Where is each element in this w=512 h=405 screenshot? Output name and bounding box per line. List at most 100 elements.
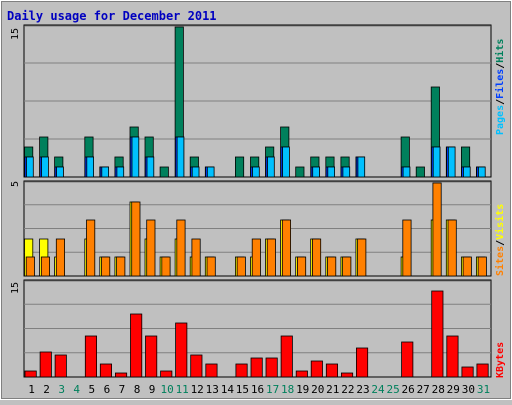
bar-sites-day-28 (432, 182, 442, 277)
day-label-3: 3 (58, 383, 65, 396)
bar-kbytes-day-2 (39, 351, 52, 378)
bar-hits-day-27 (415, 166, 425, 178)
bar-sites-day-16 (251, 238, 261, 277)
bar-kbytes-day-18 (280, 335, 293, 378)
bar-pages-day-31 (477, 166, 486, 178)
bar-sites-day-29 (447, 219, 457, 277)
day-label-22: 22 (341, 383, 354, 396)
day-label-23: 23 (356, 383, 369, 396)
bar-pages-day-6 (101, 166, 110, 178)
bar-sites-day-26 (402, 219, 412, 277)
bar-pages-day-11 (176, 136, 185, 178)
bar-kbytes-day-23 (355, 347, 369, 378)
bar-kbytes-day-30 (461, 366, 474, 378)
day-label-27: 27 (417, 383, 430, 396)
day-label-17: 17 (266, 383, 279, 396)
bar-sites-day-23 (357, 238, 367, 277)
bar-kbytes-day-9 (145, 335, 158, 378)
bar-kbytes-day-15 (235, 363, 248, 378)
bar-kbytes-day-13 (205, 363, 218, 378)
bar-kbytes-day-11 (175, 322, 188, 378)
day-label-18: 18 (281, 383, 294, 396)
bar-kbytes-day-6 (99, 363, 113, 378)
day-label-21: 21 (326, 383, 339, 396)
day-label-10: 10 (160, 383, 173, 396)
bar-kbytes-day-16 (250, 357, 263, 378)
bar-pages-day-7 (116, 166, 125, 178)
bar-kbytes-day-7 (115, 372, 128, 378)
svg-text:KBytes: KBytes (495, 342, 506, 378)
day-label-25: 25 (386, 383, 399, 396)
day-label-1: 1 (28, 383, 35, 396)
middle-ymax-label: 5 (10, 181, 21, 187)
bar-hits-day-10 (159, 166, 169, 178)
day-labels: 1 2 3 4 5 6 7 8 9 10 11 12 13 14 15 16 17 18 19 20 21 22 23 24 2… (28, 383, 490, 396)
kbytes-panel (23, 279, 492, 378)
day-label-12: 12 (191, 383, 204, 396)
bar-sites-day-9 (146, 219, 156, 277)
legend-visits: Visits (494, 204, 506, 240)
bar-pages-day-18 (282, 146, 290, 178)
day-label-30: 30 (462, 383, 475, 396)
bar-kbytes-day-21 (325, 363, 338, 378)
bar-kbytes-day-29 (446, 335, 459, 378)
day-label-7: 7 (119, 383, 126, 396)
legend-sep-1: / (495, 99, 506, 105)
bar-pages-day-26 (402, 166, 411, 178)
bar-kbytes-day-20 (310, 360, 323, 378)
middle-legend: Sites/Visits (494, 204, 506, 276)
bar-pages-day-30 (462, 166, 471, 178)
bar-kbytes-day-26 (401, 341, 414, 378)
bar-sites-day-30 (462, 256, 472, 277)
day-label-28: 28 (432, 383, 445, 396)
day-label-29: 29 (447, 383, 460, 396)
day-label-24: 24 (371, 383, 385, 396)
day-label-14: 14 (221, 383, 235, 396)
day-label-9: 9 (149, 383, 156, 396)
legend-sep-2: / (495, 63, 506, 69)
day-label-20: 20 (311, 383, 324, 396)
bar-hits-day-19 (295, 166, 305, 178)
svg-text:Pages/Files/Hits: Pages/Files/Hits (494, 39, 506, 135)
day-label-2: 2 (43, 383, 50, 396)
bar-kbytes-day-19 (295, 370, 308, 378)
bar-pages-day-12 (191, 166, 200, 178)
bar-sites-day-21 (327, 256, 337, 277)
day-label-15: 15 (236, 383, 249, 396)
bar-sites-day-19 (296, 256, 307, 277)
legend-pages: Pages (495, 105, 506, 135)
bar-pages-day-3 (56, 166, 64, 178)
bar-pages-day-16 (252, 166, 260, 178)
bar-pages-day-8 (131, 136, 140, 178)
bar-pages-day-22 (342, 166, 351, 178)
bar-sites-day-5 (86, 219, 96, 277)
bar-pages-day-28 (432, 146, 441, 178)
bar-pages-day-29 (447, 146, 456, 178)
bar-pages-day-5 (86, 156, 95, 178)
svg-text:Sites/Visits: Sites/Visits (494, 204, 506, 276)
bar-sites-day-11 (176, 219, 186, 277)
day-label-8: 8 (134, 383, 141, 396)
bar-pages-day-9 (146, 156, 155, 178)
bar-kbytes-day-17 (265, 357, 278, 378)
legend-hits: Hits (494, 39, 506, 63)
day-label-5: 5 (88, 383, 95, 396)
legend-sites: Sites (494, 246, 506, 276)
bar-kbytes-day-10 (160, 370, 173, 378)
day-label-26: 26 (401, 383, 414, 396)
legend-kbytes: KBytes (495, 342, 506, 378)
bar-pages-day-2 (41, 156, 49, 178)
bar-sites-day-8 (131, 201, 141, 277)
bar-kbytes-day-3 (54, 354, 67, 378)
day-label-13: 13 (206, 383, 219, 396)
bar-kbytes-day-31 (476, 363, 489, 378)
day-label-4: 4 (73, 383, 80, 396)
bar-pages-day-1 (26, 156, 34, 178)
bar-sites-day-2 (40, 256, 50, 277)
bar-sites-day-20 (311, 238, 322, 277)
top-legend: Pages/Files/Hits (494, 39, 506, 135)
bar-sites-day-1 (25, 256, 35, 277)
bar-kbytes-day-8 (130, 313, 143, 378)
